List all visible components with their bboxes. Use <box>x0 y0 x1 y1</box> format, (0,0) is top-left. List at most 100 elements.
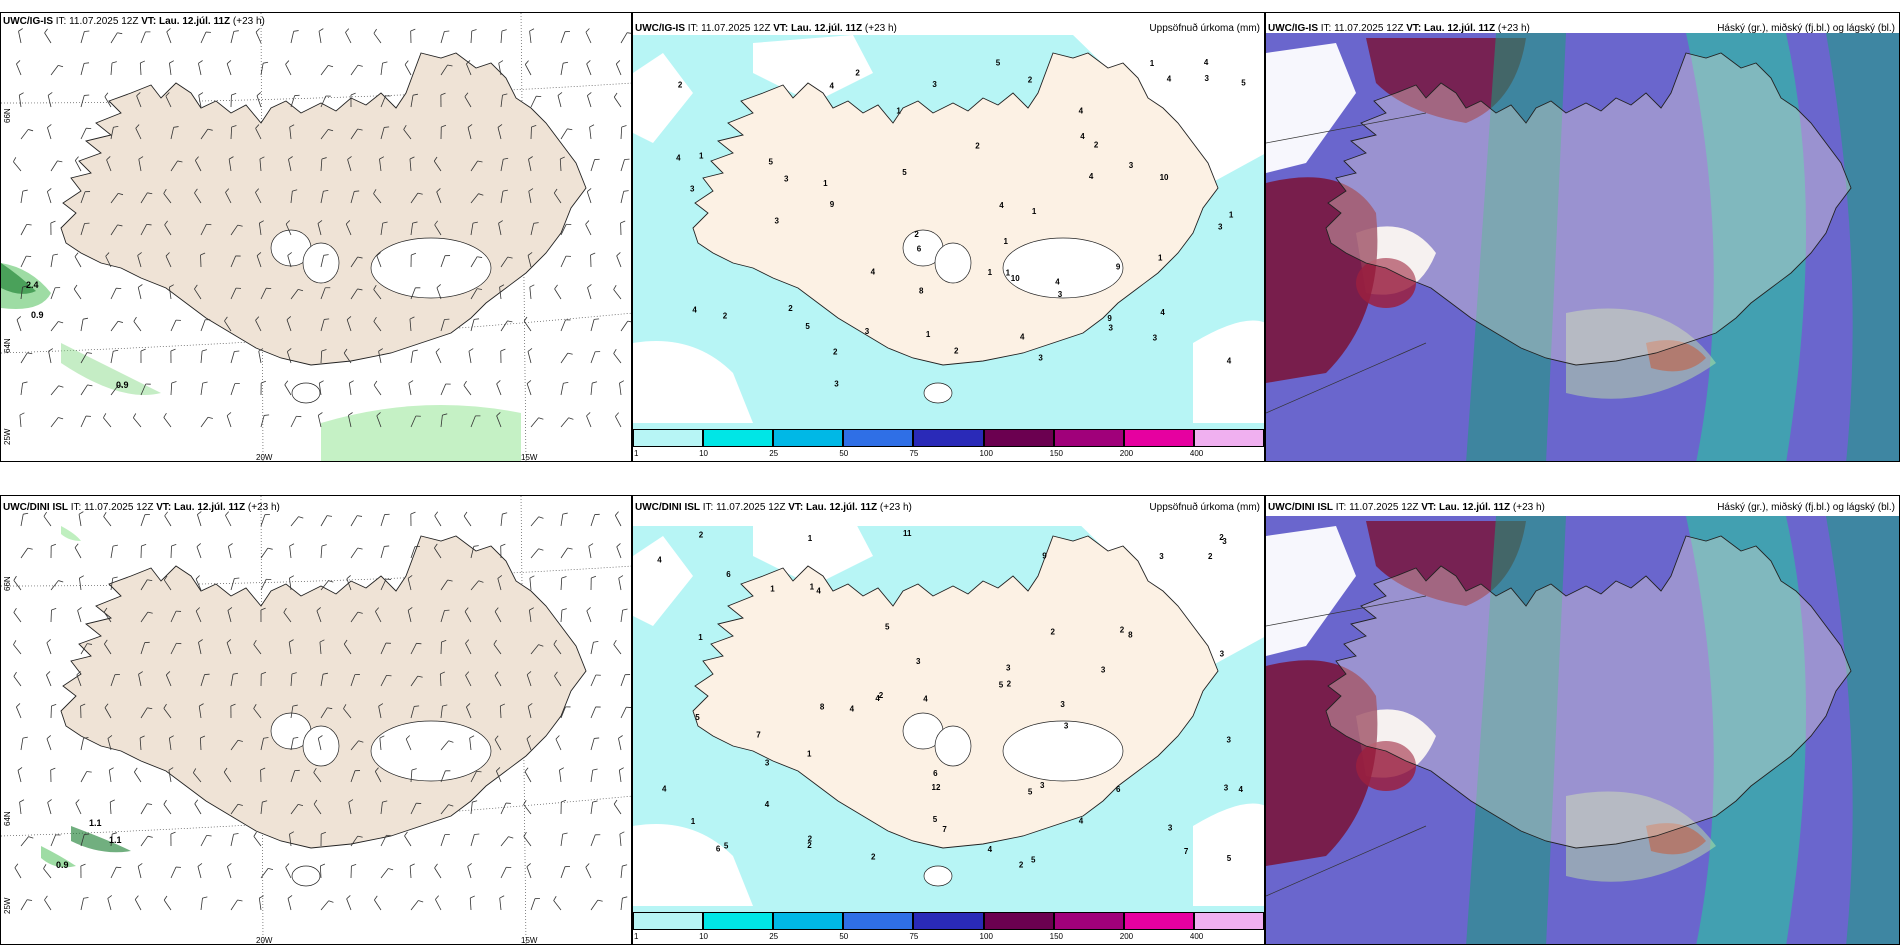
legend-label: 50 <box>839 932 849 941</box>
precip-shading <box>41 526 131 868</box>
precip-panel-bottom: UWC/DINI ISL IT: 11.07.2025 12Z VT: Lau.… <box>632 495 1265 945</box>
iceland-landmass <box>692 535 1219 887</box>
precip-value: 4 <box>1079 817 1084 826</box>
precip-value: 8 <box>919 286 924 295</box>
legend-label: 150 <box>1049 932 1064 941</box>
precip-value: 2 <box>914 230 919 239</box>
precip-value: 2 <box>871 852 876 861</box>
precip-value: 4 <box>1160 308 1165 317</box>
iceland-outline <box>1266 535 1852 897</box>
lat-label: 25W <box>3 897 12 914</box>
legend-color-box <box>1123 912 1194 930</box>
cloud-map <box>1266 516 1899 944</box>
legend-color-box <box>1053 429 1124 447</box>
precip-value: 5 <box>724 841 729 850</box>
precip-value: 4 <box>676 153 681 162</box>
precip-value: 5 <box>999 681 1004 690</box>
precip-value: 8 <box>820 702 825 711</box>
precip-value: 3 <box>916 657 921 666</box>
precip-value: 4 <box>765 800 770 809</box>
wind-barbs <box>13 511 631 911</box>
precip-value: 4 <box>871 267 876 276</box>
precip-value: 1 <box>1150 59 1155 68</box>
panel-variable-title: Uppsöfnuð úrkoma (mm) <box>1149 502 1260 513</box>
precip-value: 5 <box>695 713 700 722</box>
precip-value: 2 <box>807 841 812 850</box>
legend-label: 200 <box>1119 449 1134 458</box>
precip-value: 2 <box>954 346 959 355</box>
precip-value: 4 <box>1080 132 1085 141</box>
panel-variable-title: Háský (gr.), miðský (fj.bl.) og lágský (… <box>1717 23 1895 34</box>
lat-label: 64N <box>3 338 12 353</box>
precip-value: 1 <box>808 534 813 543</box>
precip-value: 3 <box>834 380 839 389</box>
legend-label: 10 <box>699 932 709 941</box>
iceland-landmass <box>60 52 587 404</box>
lon-label: 15W <box>521 936 538 945</box>
lat-label: 66N <box>3 108 12 123</box>
legend-label: 75 <box>909 932 919 941</box>
wind-map: 1.1 1.1 0.9 <box>1 496 631 944</box>
legend-color-box <box>773 912 844 930</box>
precip-value: 3 <box>1224 784 1229 793</box>
precip-value: 1 <box>1032 207 1037 216</box>
precip-value: 8 <box>1128 630 1133 639</box>
legend-color-box <box>1053 912 1124 930</box>
precip-value: 4 <box>1089 172 1094 181</box>
precip-value: 3 <box>775 217 780 226</box>
precip-value: 6 <box>917 245 922 254</box>
precip-value: 4 <box>657 555 662 564</box>
lon-label: 15W <box>521 453 538 462</box>
precip-value: 4 <box>692 305 697 314</box>
precip-value: 11 <box>903 529 912 538</box>
precip-value: 5 <box>769 157 774 166</box>
precip-value: 5 <box>933 815 938 824</box>
legend-color-box <box>633 912 704 930</box>
precip-value: 4 <box>850 705 855 714</box>
precip-value: 1 <box>1004 237 1009 246</box>
precip-value: 4 <box>1167 75 1172 84</box>
precip-value: 10 <box>1011 274 1020 283</box>
legend-color-box <box>1193 912 1264 930</box>
legend-color-box <box>773 429 844 447</box>
precip-value: 4 <box>1204 58 1209 67</box>
precip-value: 4 <box>1055 278 1060 287</box>
precip-value: 5 <box>1227 854 1232 863</box>
precip-value: 3 <box>865 327 870 336</box>
precip-legend: 1 10 25 50 75 100 150 200 400 <box>633 912 1264 944</box>
legend-label: 400 <box>1189 932 1204 941</box>
precip-value: 3 <box>1153 334 1158 343</box>
lat-label: 64N <box>3 811 12 826</box>
precip-value: 1 <box>926 330 931 339</box>
precip-value: 5 <box>805 322 810 331</box>
precip-value: 5 <box>1031 856 1036 865</box>
precip-value: 1 <box>807 750 812 759</box>
wind-value-label: 0.9 <box>116 380 129 390</box>
precip-map: 2224168711537212951244533687432345624331… <box>633 518 1264 916</box>
panel-title: UWC/DINI ISL IT: 11.07.2025 12Z VT: Lau.… <box>1268 502 1545 513</box>
legend-label: 200 <box>1119 932 1134 941</box>
precip-value: 4 <box>999 201 1004 210</box>
precip-value: 3 <box>1109 324 1114 333</box>
precip-value: 3 <box>784 175 789 184</box>
precip-panel-top: UWC/IG-IS IT: 11.07.2025 12Z VT: Lau. 12… <box>632 12 1265 462</box>
precip-value: 3 <box>1220 650 1225 659</box>
wind-value-label: 0.9 <box>56 860 69 870</box>
precip-value: 6 <box>726 570 731 579</box>
precip-value: 2 <box>723 311 728 320</box>
precip-value: 1 <box>1158 254 1163 263</box>
wind-panel-top: UWC/IG-IS IT: 11.07.2025 12Z VT: Lau. 12… <box>0 12 632 462</box>
precip-value: 5 <box>902 168 907 177</box>
precip-value: 1 <box>988 268 993 277</box>
precip-value: 10 <box>1160 173 1169 182</box>
precip-value: 3 <box>765 758 770 767</box>
legend-label: 100 <box>979 449 993 458</box>
legend-label: 25 <box>769 449 779 458</box>
precip-value: 1 <box>810 582 815 591</box>
panel-title: UWC/IG-IS IT: 11.07.2025 12Z VT: Lau. 12… <box>3 16 265 27</box>
iceland-landmass <box>60 535 587 887</box>
precip-value: 1 <box>699 151 704 160</box>
precip-value: 2 <box>1094 141 1099 150</box>
